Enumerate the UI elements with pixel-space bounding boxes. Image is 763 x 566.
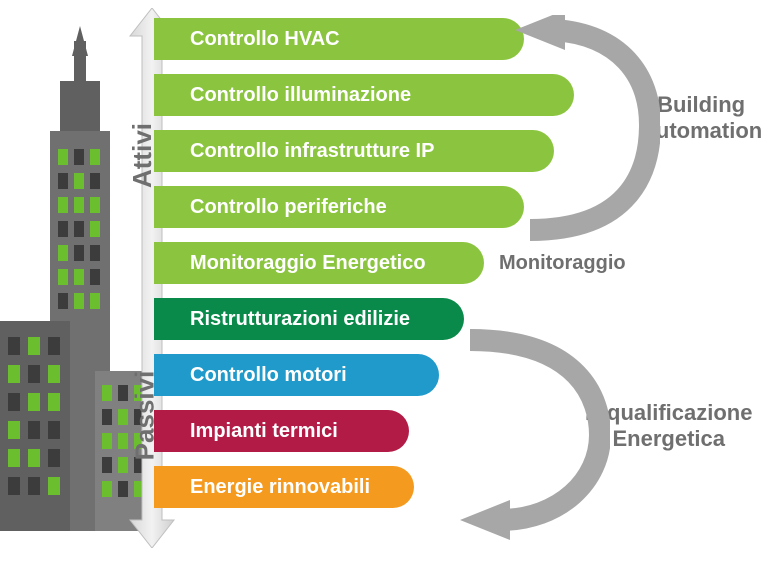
bar-label: Controllo motori <box>190 364 347 387</box>
bar-label: Energie rinnovabili <box>190 476 370 499</box>
bar: Controllo periferiche <box>154 186 524 228</box>
bar-row: Controllo periferiche <box>154 186 744 228</box>
bar: Controllo illuminazione <box>154 74 574 116</box>
bar: Controllo infrastrutture IP <box>154 130 554 172</box>
category-label-line: Energetica <box>612 426 725 451</box>
bar-row: Ristrutturazioni edilizie <box>154 298 744 340</box>
bar-side-label: Monitoraggio <box>499 242 626 284</box>
bar-row: Controllo motori <box>154 354 744 396</box>
bar: Ristrutturazioni edilizie <box>154 298 464 340</box>
bar-label: Controllo HVAC <box>190 28 340 51</box>
category-label-building-automation: Building Automation <box>640 92 762 145</box>
infographic-root: Attivi Passivi Controllo HVACControllo i… <box>0 0 763 566</box>
bar-label: Ristrutturazioni edilizie <box>190 308 410 331</box>
bar: Controllo HVAC <box>154 18 524 60</box>
bar-label: Controllo infrastrutture IP <box>190 140 434 163</box>
category-label-line: Riqualificazione <box>585 400 752 425</box>
bar-row: Monitoraggio Energetico Monitoraggio <box>154 242 744 284</box>
category-label-riqualificazione: Riqualificazione Energetica <box>585 400 752 453</box>
bar: Energie rinnovabili <box>154 466 414 508</box>
bar-label: Controllo periferiche <box>190 196 387 219</box>
bar-label: Monitoraggio Energetico <box>190 252 426 275</box>
bar-label: Impianti termici <box>190 420 338 443</box>
category-label-line: Automation <box>640 118 762 143</box>
bar-row: Energie rinnovabili <box>154 466 744 508</box>
category-label-line: Building <box>657 92 745 117</box>
bar-row: Controllo HVAC <box>154 18 744 60</box>
bar: Impianti termici <box>154 410 409 452</box>
bar: Controllo motori <box>154 354 439 396</box>
bar: Monitoraggio Energetico <box>154 242 484 284</box>
bar-label: Controllo illuminazione <box>190 84 411 107</box>
